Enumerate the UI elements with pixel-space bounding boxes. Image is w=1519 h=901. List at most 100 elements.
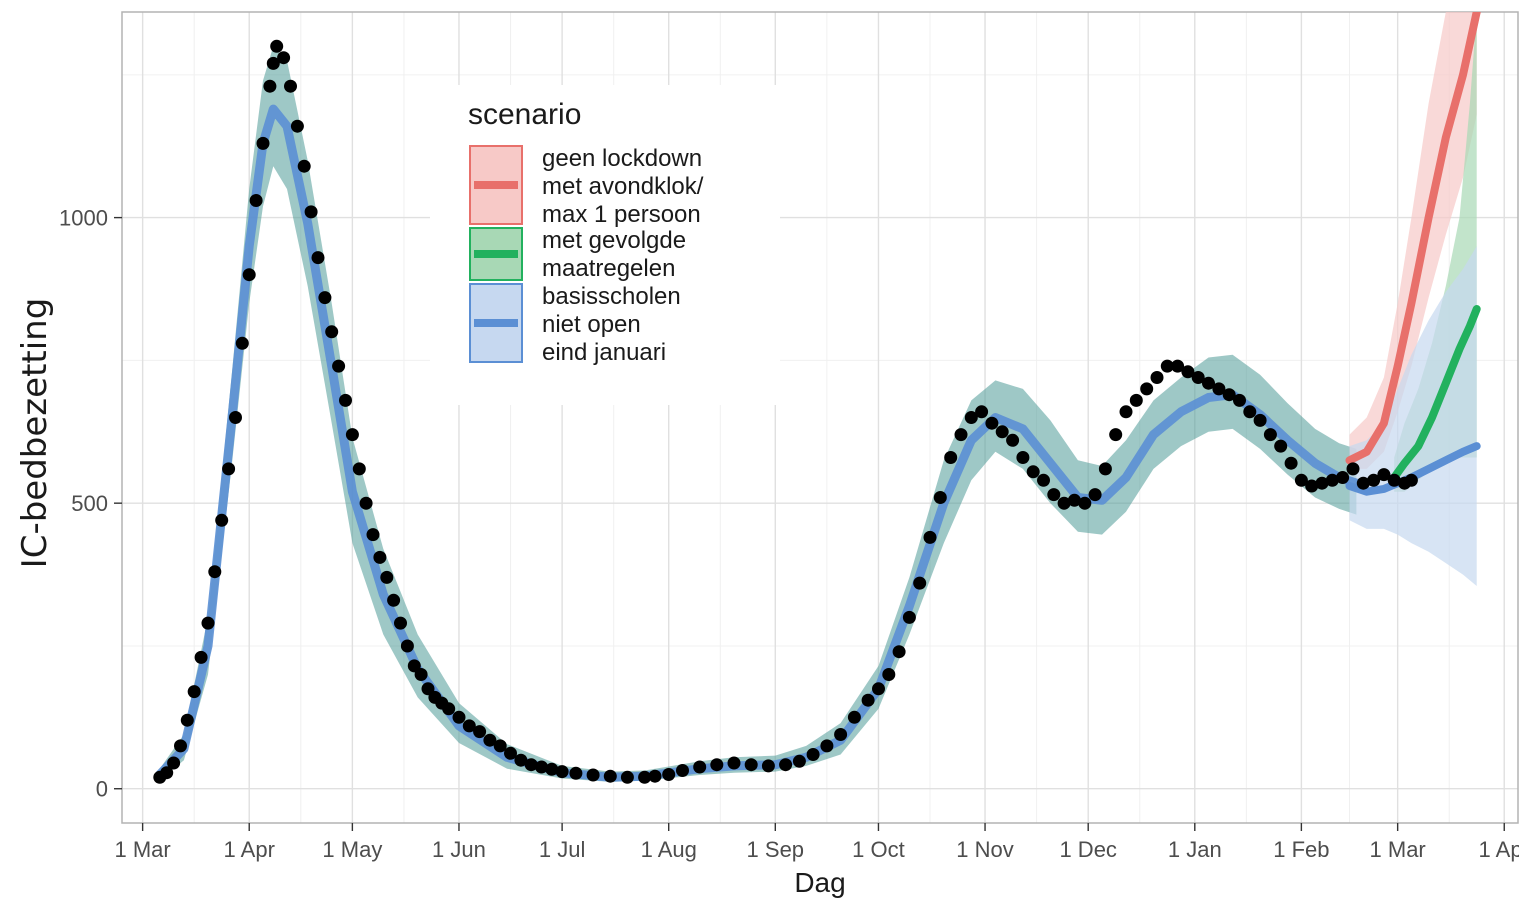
observed-point	[1253, 413, 1267, 427]
observed-point	[1150, 371, 1164, 384]
observed-point	[744, 758, 758, 772]
x-tick-label: 1 Aug	[641, 837, 697, 862]
x-axis-title: Dag	[794, 867, 845, 898]
observed-point	[1404, 473, 1418, 487]
observed-point	[806, 748, 820, 761]
observed-point	[160, 766, 174, 780]
observed-point	[662, 768, 676, 781]
scenario-band-basisscholen_niet_open	[1349, 246, 1477, 586]
observed-point	[1202, 376, 1215, 390]
legend-label: eind januari	[542, 339, 666, 366]
observed-point	[180, 713, 194, 727]
observed-point	[1119, 405, 1133, 419]
confidence-bands	[159, 12, 1477, 782]
observed-point	[586, 768, 600, 782]
observed-point	[1006, 433, 1020, 447]
plot-panel-border	[121, 11, 1519, 824]
observed-point	[1222, 388, 1236, 402]
x-tick-label: 1 Apr	[224, 837, 275, 862]
observed-point	[834, 728, 848, 741]
observed-point	[1078, 496, 1092, 510]
observed-point	[1160, 359, 1174, 373]
observed-point	[208, 565, 222, 579]
observed-point	[373, 550, 387, 564]
observed-point	[1016, 451, 1030, 464]
observed-point	[944, 451, 958, 464]
observed-point	[263, 79, 277, 93]
observed-point	[569, 766, 583, 780]
x-tick-label: 1 Sep	[747, 837, 805, 862]
observed-point	[339, 393, 352, 407]
observed-point	[345, 428, 359, 442]
observed-point	[387, 593, 401, 607]
observed-point	[242, 268, 256, 282]
observed-point	[1294, 473, 1308, 487]
observed-point	[400, 639, 414, 653]
observed-point	[847, 710, 861, 724]
legend-label: basisscholen	[542, 283, 681, 310]
x-tick-label: 1 Oct	[852, 837, 905, 862]
observed-point	[1263, 428, 1277, 442]
observed-point	[923, 530, 937, 544]
observed-point	[462, 719, 476, 733]
observed-point	[861, 693, 875, 707]
observed-point	[693, 760, 707, 774]
observed-point	[1284, 456, 1298, 470]
observed-point	[913, 576, 927, 590]
observed-point	[902, 610, 916, 624]
x-tick-label: 1 Jan	[1168, 837, 1222, 862]
observed-point	[473, 725, 487, 739]
x-tick-label: 1 Jun	[432, 837, 486, 862]
x-tick-label: 1 May	[322, 837, 382, 862]
observed-point	[882, 668, 896, 681]
x-tick-label: 1 Mar	[115, 837, 171, 862]
observed-point	[620, 770, 634, 784]
observed-point	[1057, 496, 1071, 510]
observed-point	[1088, 488, 1102, 502]
y-tick-label: 0	[96, 777, 108, 802]
observed-point	[194, 650, 208, 664]
observed-point	[555, 765, 569, 779]
observed-point	[1140, 382, 1154, 396]
observed-point	[1346, 462, 1360, 476]
observed-point	[304, 205, 318, 219]
x-tick-label: 1 Jul	[539, 837, 585, 862]
observed-point	[1325, 473, 1339, 487]
x-tick-label: 1 Mar	[1370, 837, 1426, 862]
scenario-line-geen_lockdown	[1345, 12, 1481, 465]
observed-point	[414, 668, 428, 681]
observed-point	[290, 119, 304, 133]
y-tick-label: 1000	[59, 206, 108, 231]
observed-point	[266, 56, 280, 70]
observed-point	[1233, 393, 1246, 407]
x-tick-label: 1 Dec	[1059, 837, 1116, 862]
observed-point	[710, 758, 724, 772]
observed-point	[493, 739, 507, 753]
legend-label: max 1 persoon	[542, 201, 701, 228]
observed-point	[366, 528, 380, 542]
legend-label: geen lockdown	[542, 145, 702, 172]
scenario-line-met_gevolgde_maatregelen	[1390, 305, 1481, 482]
observed-point	[638, 770, 652, 784]
observed-point	[359, 496, 373, 510]
legend-label: met gevolgde	[542, 227, 686, 254]
observed-point	[284, 79, 297, 93]
observed-point	[1212, 382, 1226, 396]
observed-points	[153, 39, 1418, 784]
observed-point	[792, 754, 806, 768]
observed-point	[1067, 493, 1081, 507]
observed-point	[892, 645, 906, 659]
observed-point	[779, 758, 793, 772]
observed-point	[1129, 393, 1143, 407]
observed-point	[524, 758, 538, 772]
legend-label: niet open	[542, 311, 641, 338]
observed-point	[820, 739, 834, 753]
observed-point	[1026, 465, 1040, 479]
observed-point	[676, 764, 689, 777]
legend-label: maatregelen	[542, 255, 675, 282]
observed-point	[1336, 471, 1350, 484]
observed-point	[394, 616, 407, 630]
x-tick-label: 1 Apr	[1479, 837, 1519, 862]
observed-point	[277, 51, 291, 65]
